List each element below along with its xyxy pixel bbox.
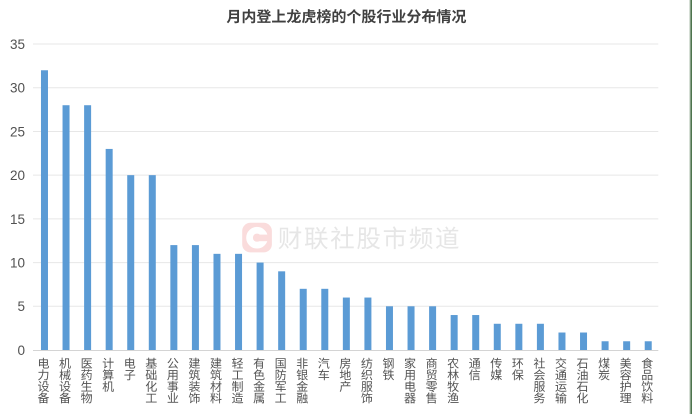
svg-text:15: 15: [10, 212, 25, 227]
svg-text:30: 30: [10, 81, 25, 96]
svg-text:35: 35: [10, 37, 25, 52]
svg-text:5: 5: [17, 299, 25, 314]
svg-text:10: 10: [10, 255, 25, 270]
svg-text:20: 20: [10, 168, 25, 183]
svg-text:25: 25: [10, 124, 25, 139]
svg-text:0: 0: [17, 343, 25, 358]
